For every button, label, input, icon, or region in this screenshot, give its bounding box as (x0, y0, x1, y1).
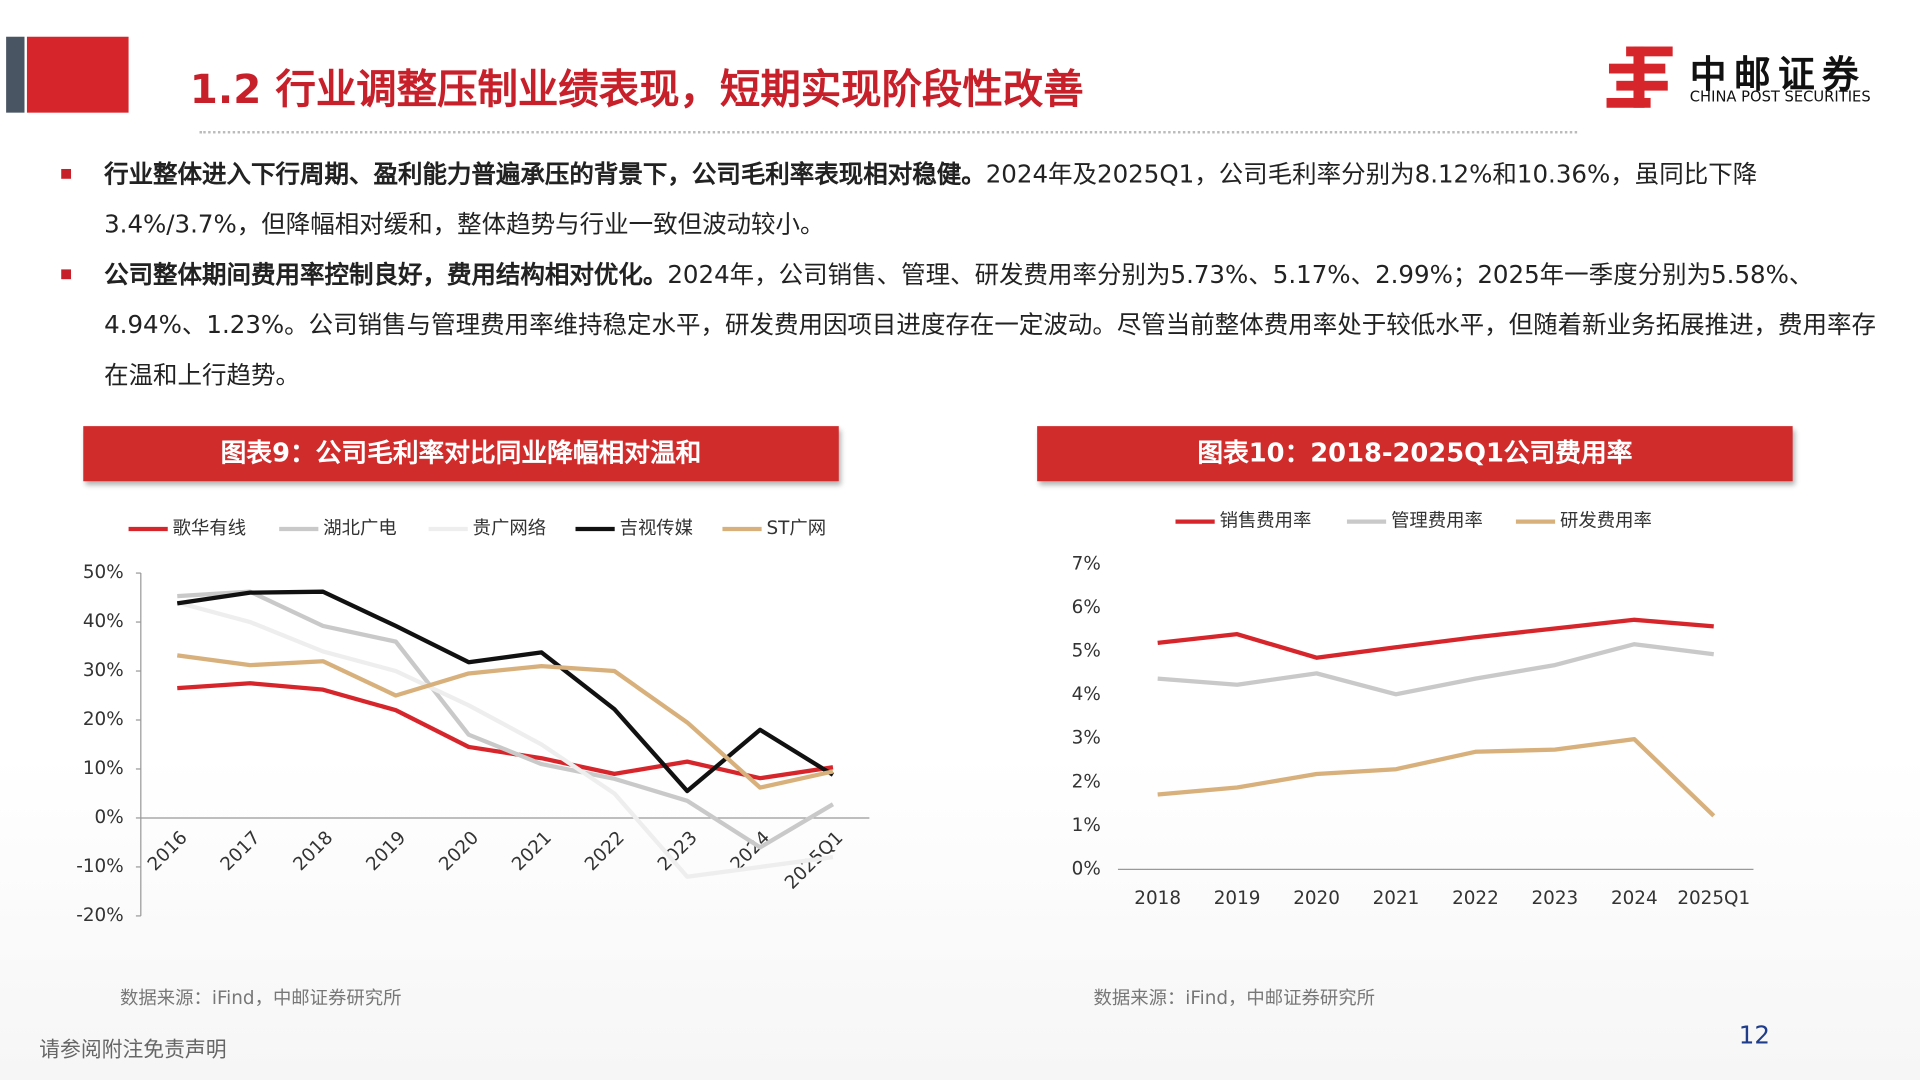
x-tick-label: 2022 (581, 827, 629, 875)
y-tick-label: 20% (83, 709, 124, 730)
logo-subtext: CHINA POST SECURITIES (1689, 88, 1871, 106)
header-block (26, 36, 129, 113)
x-tick-label: 2018 (289, 827, 337, 875)
x-tick-label: 2025Q1 (1677, 888, 1750, 909)
legend-label: ST广网 (767, 518, 827, 539)
legend-label: 管理费用率 (1391, 511, 1483, 532)
bullet-bold: 行业整体进入下行周期、盈利能力普遍承压的背景下，公司毛利率表现相对稳健。 (104, 159, 986, 189)
series-line (1157, 737, 1716, 818)
bullet-text: 2024年及2025Q1，公司毛利率分别为8.12%和10.36%，虽同比下降3… (104, 159, 1758, 239)
source: 数据来源：iFind，中邮证券研究所 (1093, 986, 1375, 1009)
legend-label: 歌华有线 (173, 518, 246, 539)
y-tick-label: 4% (1072, 684, 1101, 705)
legend-label: 研发费用率 (1560, 511, 1652, 532)
y-tick-label: -10% (76, 856, 123, 877)
x-tick-label: 2018 (1134, 888, 1181, 909)
disclaimer: 请参阅附注免责声明 (39, 1038, 227, 1063)
y-tick-label: 2% (1072, 771, 1101, 792)
series-line (176, 589, 835, 794)
legend-label: 销售费用率 (1220, 511, 1312, 532)
legend-label: 湖北广电 (323, 518, 396, 539)
series-line (176, 653, 834, 790)
chart: -20% -10% 0% 10% 20% 30% 40% 50% 2016 2017 2018 201… (76, 518, 870, 926)
y-tick-label: 10% (83, 758, 124, 779)
y-tick-label: 3% (1072, 728, 1101, 749)
source: 数据来源：iFind，中邮证券研究所 (120, 986, 402, 1009)
header-bar (6, 36, 25, 113)
y-tick-label: 1% (1072, 815, 1101, 836)
series-line (1157, 617, 1714, 660)
chart-title: 图表10：2018-2025Q1公司费用率 (1037, 426, 1793, 482)
divider (199, 131, 1578, 134)
bullet: 行业整体进入下行周期、盈利能力普遍承压的背景下，公司毛利率表现相对稳健。2024… (61, 149, 1885, 249)
x-tick-label: 2016 (144, 827, 192, 875)
y-tick-label: 50% (83, 562, 124, 583)
y-tick-label: 40% (83, 611, 124, 632)
y-tick-label: 6% (1072, 597, 1101, 618)
y-tick-label: 0% (95, 807, 124, 828)
y-tick-label: 30% (83, 660, 124, 681)
bullet: 公司整体期间费用率控制良好，费用结构相对优化。2024年，公司销售、管理、研发费… (61, 250, 1885, 401)
chart: 0% 1% 2% 3% 4% 5% 6% 7% 2018 2019 2020 2021 2022 2023… (1072, 511, 1754, 909)
x-tick-label: 2019 (362, 827, 410, 875)
y-tick-label: 7% (1072, 553, 1101, 574)
series-line (177, 681, 834, 781)
logo-text: 中邮证券 (1689, 53, 1867, 97)
bullet-text: 2024年，公司销售、管理、研发费用率分别为5.73%、5.17%、2.99%；… (104, 259, 1877, 390)
x-tick-label: 2024 (1611, 888, 1658, 909)
series-line (177, 589, 835, 850)
legend-label: 吉视传媒 (620, 518, 693, 539)
legend-label: 贵广网络 (473, 518, 546, 539)
x-tick-label: 2019 (1214, 888, 1261, 909)
x-tick-label: 2023 (1532, 888, 1579, 909)
series-line (1157, 642, 1715, 697)
slide-title: 1.2 行业调整压制业绩表现，短期实现阶段性改善 (189, 64, 1084, 113)
series-line (176, 600, 834, 879)
bullet-bold: 公司整体期间费用率控制良好，费用结构相对优化。 (104, 259, 668, 289)
x-tick-label: 2020 (1293, 888, 1340, 909)
page-number: 12 (1738, 1020, 1770, 1050)
x-tick-label: 2020 (435, 827, 483, 875)
y-tick-label: 0% (1072, 858, 1101, 879)
x-tick-label: 2021 (1373, 888, 1420, 909)
y-tick-label: -20% (76, 905, 123, 926)
y-tick-label: 5% (1072, 641, 1101, 662)
x-tick-label: 2022 (1452, 888, 1499, 909)
chart-title: 图表9：公司毛利率对比同业降幅相对温和 (83, 426, 839, 482)
x-tick-label: 2017 (217, 827, 265, 875)
x-tick-label: 2021 (508, 827, 556, 875)
logo-mark (1606, 46, 1673, 108)
